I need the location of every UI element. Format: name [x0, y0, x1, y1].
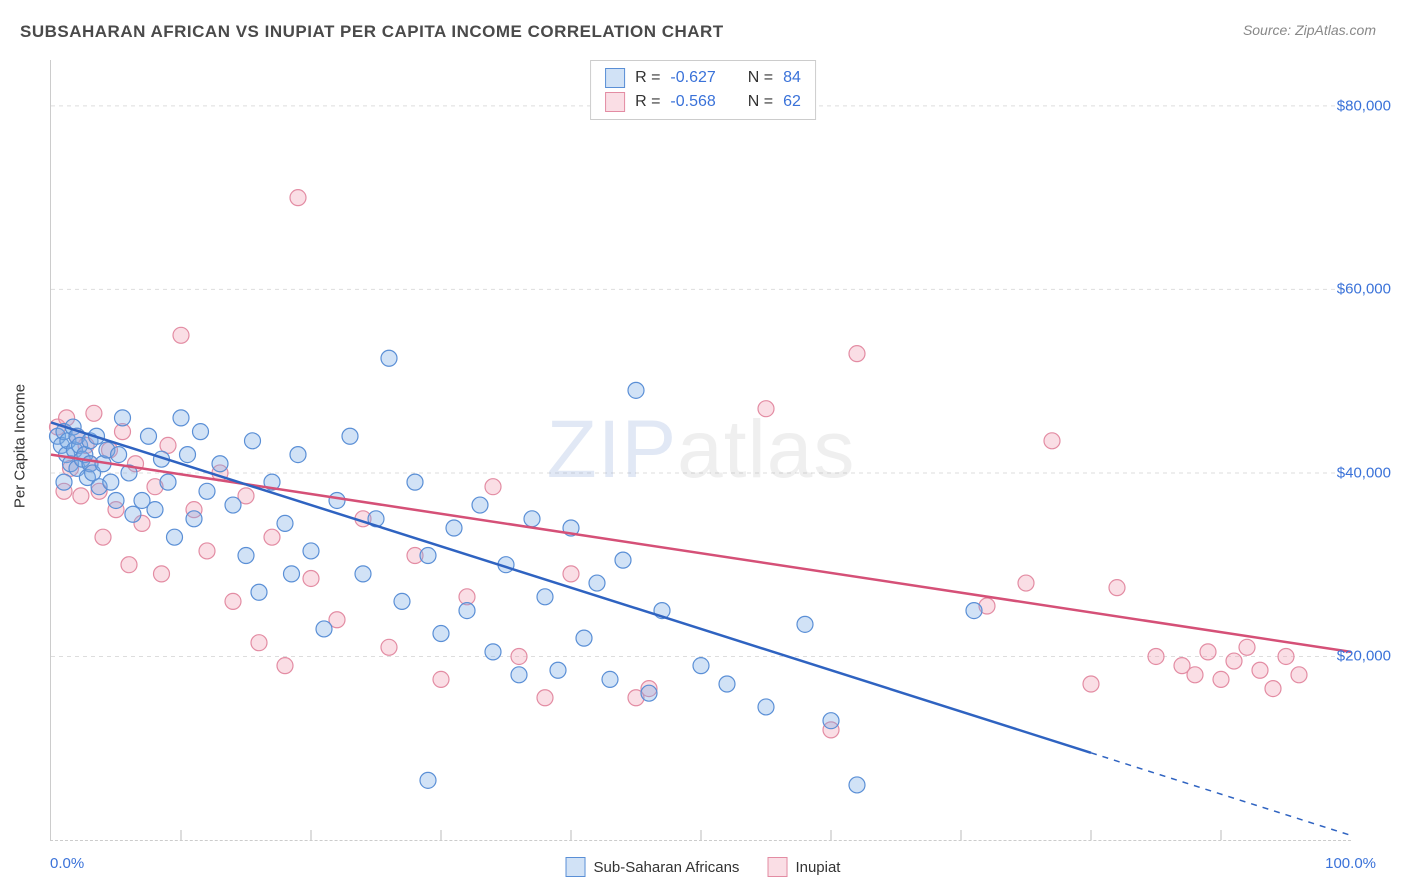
chart-svg	[51, 60, 1351, 840]
n-value-a: 84	[783, 69, 801, 87]
stats-row-a: R = -0.627 N = 84	[605, 66, 801, 90]
legend-label-a: Sub-Saharan Africans	[594, 859, 740, 876]
n-label-b: N =	[748, 93, 773, 111]
legend-item-b: Inupiat	[767, 857, 840, 877]
x-tick-max: 100.0%	[1325, 855, 1376, 872]
y-axis-label: Per Capita Income	[12, 384, 29, 508]
y-tick-label: $60,000	[1337, 281, 1391, 298]
r-value-a: -0.627	[670, 69, 715, 87]
swatch-b-icon	[605, 92, 625, 112]
source-attribution: Source: ZipAtlas.com	[1243, 22, 1376, 38]
chart-title: SUBSAHARAN AFRICAN VS INUPIAT PER CAPITA…	[20, 22, 724, 42]
n-value-b: 62	[783, 93, 801, 111]
y-tick-label: $80,000	[1337, 97, 1391, 114]
r-value-b: -0.568	[670, 93, 715, 111]
legend-swatch-a-icon	[566, 857, 586, 877]
stats-legend: R = -0.627 N = 84 R = -0.568 N = 62	[590, 60, 816, 120]
n-label-a: N =	[748, 69, 773, 87]
r-label-b: R =	[635, 93, 660, 111]
stats-row-b: R = -0.568 N = 62	[605, 90, 801, 114]
legend-item-a: Sub-Saharan Africans	[566, 857, 740, 877]
r-label-a: R =	[635, 69, 660, 87]
x-tick-min: 0.0%	[50, 855, 84, 872]
y-tick-label: $40,000	[1337, 464, 1391, 481]
legend-label-b: Inupiat	[795, 859, 840, 876]
swatch-a-icon	[605, 68, 625, 88]
legend-swatch-b-icon	[767, 857, 787, 877]
plot-area: ZIPatlas	[50, 60, 1351, 841]
bottom-legend: Sub-Saharan Africans Inupiat	[566, 857, 841, 877]
y-tick-label: $20,000	[1337, 648, 1391, 665]
